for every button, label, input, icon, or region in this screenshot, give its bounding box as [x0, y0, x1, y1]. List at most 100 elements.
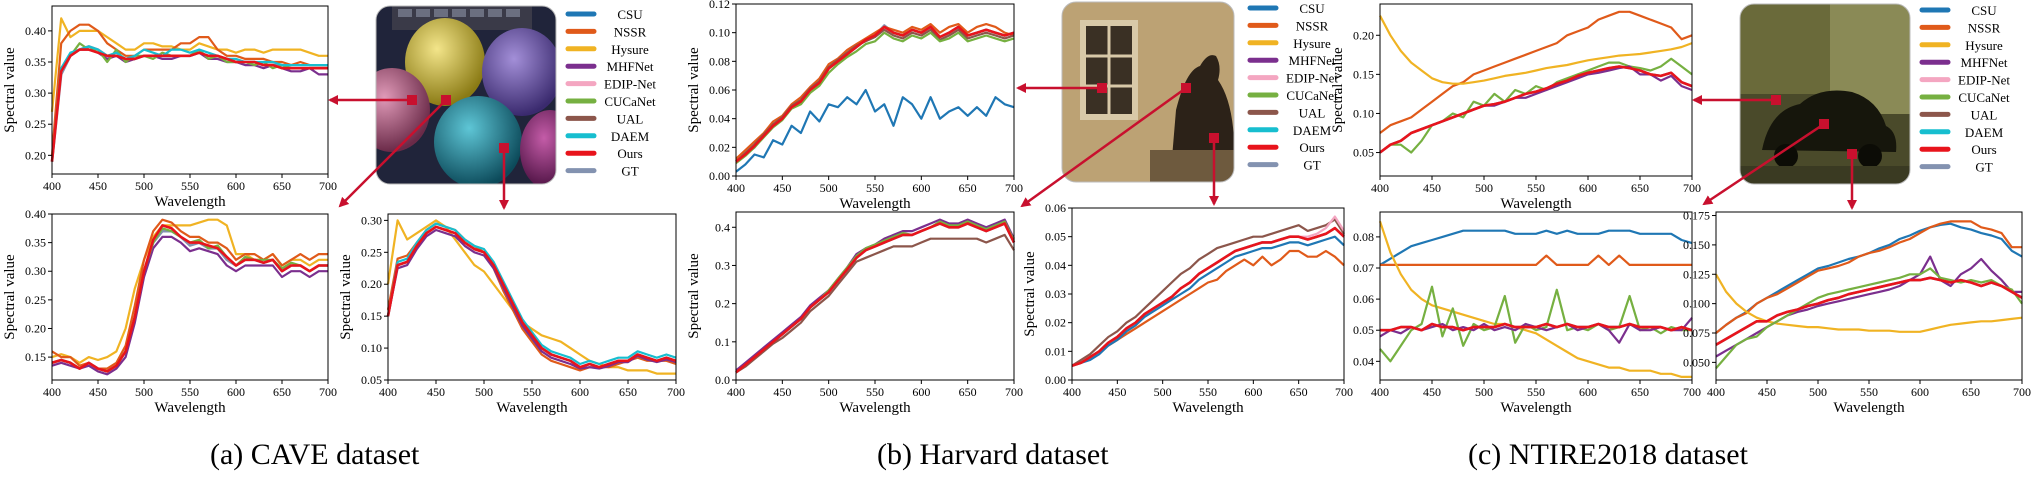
ntire-legend-label: GT	[1975, 160, 1992, 175]
harvard-legend-label: UAL	[1299, 105, 1326, 120]
ntire-bottom-right-xtick-label: 600	[1911, 385, 1929, 399]
harvard-arrow-down-marker	[1209, 133, 1219, 143]
harvard-top-series-csu	[735, 88, 1015, 173]
cave-bottom-right-chart: 400 450 500 550 600 650 700 0.05 0.10 0.15 0.20 0.2…	[338, 213, 685, 416]
cave-bottom-left-xtick-label: 700	[319, 385, 337, 399]
harvard-top-xtick-label: 650	[959, 181, 977, 195]
cave-bottom-left-ylabel: Spectral value	[2, 254, 18, 340]
ntire-arrow-bottom-left-marker	[1819, 119, 1829, 129]
harvard-legend-label: NSSR	[1296, 18, 1329, 33]
harvard-bottom-right-frame	[1071, 207, 1345, 381]
cave-bottom-left-frame	[51, 213, 329, 381]
harvard-bottom-left-xlabel: Wavelength	[839, 400, 911, 416]
cave-top-ytick-label: 0.20	[25, 148, 46, 162]
ntire-arrow-down-marker	[1847, 149, 1857, 159]
ntire-legend-label: EDIP-Net	[1958, 73, 2010, 88]
ntire-bottom-left-series-cucanet	[1379, 285, 1692, 363]
cave-bottom-right-series-mhfnet	[386, 228, 677, 370]
cave-bottom-right-ytick-label: 0.25	[361, 245, 382, 259]
ntire-bottom-left-ytick-label: 0.06	[1353, 292, 1374, 306]
ntire-top-xtick-label: 700	[1683, 181, 1701, 195]
cave-top-xtick-label: 700	[319, 179, 337, 193]
harvard-bottom-right-ytick-label: 0.00	[1045, 373, 1066, 387]
harvard-bottom-right-chart: 400 450 500 550 600 650 700 0.00 0.01 0.02 0.03 0.0…	[1022, 201, 1353, 416]
ntire-legend: CSU NSSR Hysure MHFNet EDIP-Net CUCaNet UAL DAE…	[1919, 3, 2010, 175]
harvard-bottom-right-series-ours	[1071, 226, 1345, 367]
cave-bottom-right-ytick-label: 0.20	[361, 277, 382, 291]
ntire-top-frame	[1379, 3, 1693, 177]
ntire-bottom-right-chart: 400 450 500 550 600 650 700 0.050 0.075 0.100 0.12…	[1683, 209, 2031, 416]
harvard-top-ytick-label: 0.06	[709, 83, 730, 97]
ntire-bottom-right-series-ours	[1715, 276, 2023, 346]
harvard-bottom-left-series-ual	[735, 233, 1015, 374]
cave-bottom-right-xtick-label: 400	[379, 385, 397, 399]
harvard-legend: CSU NSSR Hysure MHFNet EDIP-Net CUCaNet UAL DAE…	[1247, 1, 1338, 173]
cave-top-ytick-label: 0.35	[25, 55, 46, 69]
cave-bottom-left-xtick-label: 450	[89, 385, 107, 399]
cave-bottom-right-xtick-label: 650	[619, 385, 637, 399]
caption-cave: (a) CAVE dataset	[210, 438, 420, 471]
cave-top-ylabel: Spectral value	[2, 47, 18, 133]
harvard-bottom-left-chart: 400 450 500 550 600 650 700 0.0 0.1 0.2 0.3 0.4 Wave…	[686, 211, 1023, 416]
ntire-bottom-right-ytick-label: 0.150	[1683, 238, 1710, 252]
harvard-bottom-left-xtick-label: 450	[773, 385, 791, 399]
cave-bottom-right-ytick-label: 0.15	[361, 309, 382, 323]
ntire-bottom-left-series-csu	[1379, 229, 1693, 266]
harvard-bottom-right-xtick-label: 700	[1335, 385, 1353, 399]
harvard-bottom-left-ytick-label: 0.1	[715, 335, 730, 349]
harvard-bottom-right-xtick-label: 450	[1108, 385, 1126, 399]
cave-top-xtick-label: 600	[227, 179, 245, 193]
cave-legend: CSU NSSR Hysure MHFNet EDIP-Net CUCaNet UAL DAE…	[565, 7, 656, 179]
harvard-arrow-bottom-left-marker	[1181, 83, 1191, 93]
harvard-top-series-ours	[735, 25, 1015, 163]
ntire-bottom-right-xtick-label: 400	[1707, 385, 1725, 399]
cave-bottom-right-ytick-label: 0.10	[361, 341, 382, 355]
ntire-legend-label: Hysure	[1965, 38, 2003, 53]
harvard-legend-label: GT	[1303, 158, 1320, 173]
cave-bottom-right-xtick-label: 700	[667, 385, 685, 399]
harvard-bottom-right-series-gt	[1071, 226, 1345, 367]
ntire-bottom-left-xtick-label: 400	[1371, 385, 1389, 399]
cave-arrow-bottom-left	[338, 99, 447, 208]
ntire-legend-label: MHFNet	[1961, 55, 2008, 70]
ntire-bottom-right-ytick-label: 0.075	[1683, 326, 1710, 340]
ntire-legend-label: NSSR	[1968, 20, 2001, 35]
cave-top-series-daem	[50, 45, 328, 162]
harvard-bottom-left-series-cucanet	[735, 220, 1015, 374]
harvard-legend-label: CUCaNet	[1286, 88, 1338, 103]
cave-legend-label: CSU	[617, 7, 643, 22]
harvard-legend-label: Ours	[1299, 140, 1324, 155]
harvard-bottom-right-ytick-label: 0.04	[1045, 258, 1066, 272]
ntire-photo-frame	[1739, 3, 1911, 185]
cave-bottom-left-xtick-label: 600	[227, 385, 245, 399]
cave-bottom-right-series-ours	[386, 225, 677, 369]
harvard-bottom-right-xtick-label: 400	[1063, 385, 1081, 399]
harvard-bottom-left-ytick-label: 0.4	[715, 220, 730, 234]
harvard-bottom-right-xtick-label: 500	[1154, 385, 1172, 399]
cave-bottom-left-ytick-label: 0.30	[25, 264, 46, 278]
cave-bottom-left-chart: 400 450 500 550 600 650 700 0.15 0.20 0.25 0.30 0.3…	[2, 207, 337, 416]
cave-bottom-right-xtick-label: 600	[571, 385, 589, 399]
harvard-bottom-left-ytick-label: 0.3	[715, 258, 730, 272]
caption-harvard: (b) Harvard dataset	[877, 438, 1109, 471]
cave-balloons-photo	[376, 6, 556, 184]
cave-top-xtick-label: 650	[273, 179, 291, 193]
harvard-bottom-right-ytick-label: 0.03	[1045, 287, 1066, 301]
ntire-bottom-left-ytick-label: 0.05	[1353, 323, 1374, 337]
harvard-top-ytick-label: 0.00	[709, 169, 730, 183]
harvard-bottom-left-xtick-label: 700	[1005, 385, 1023, 399]
ntire-top-ytick-label: 0.10	[1353, 106, 1374, 120]
harvard-bottom-right-series-csu	[1071, 235, 1345, 367]
ntire-top-series-hysure	[1379, 15, 1693, 85]
harvard-bottom-right-xlabel: Wavelength	[1172, 400, 1244, 416]
ntire-legend-label: CSU	[1971, 3, 1997, 18]
cave-top-xtick-label: 500	[135, 179, 153, 193]
ntire-legend-label: DAEM	[1965, 125, 2004, 140]
ntire-bottom-right-xlabel: Wavelength	[1833, 400, 1905, 416]
ntire-bottom-left-ytick-label: 0.08	[1353, 230, 1374, 244]
ntire-top-series-nssr	[1379, 10, 1693, 134]
cave-legend-label: Ours	[617, 146, 642, 161]
cave-top-chart: 400 450 500 550 600 650 700 0.20 0.25 0.30 0.35 0.4…	[2, 5, 337, 210]
ntire-top-chart: 400 450 500 550 600 650 700 0.05 0.10 0.15 0.20 Wav…	[1330, 3, 1701, 212]
cave-top-xtick-label: 550	[181, 179, 199, 193]
